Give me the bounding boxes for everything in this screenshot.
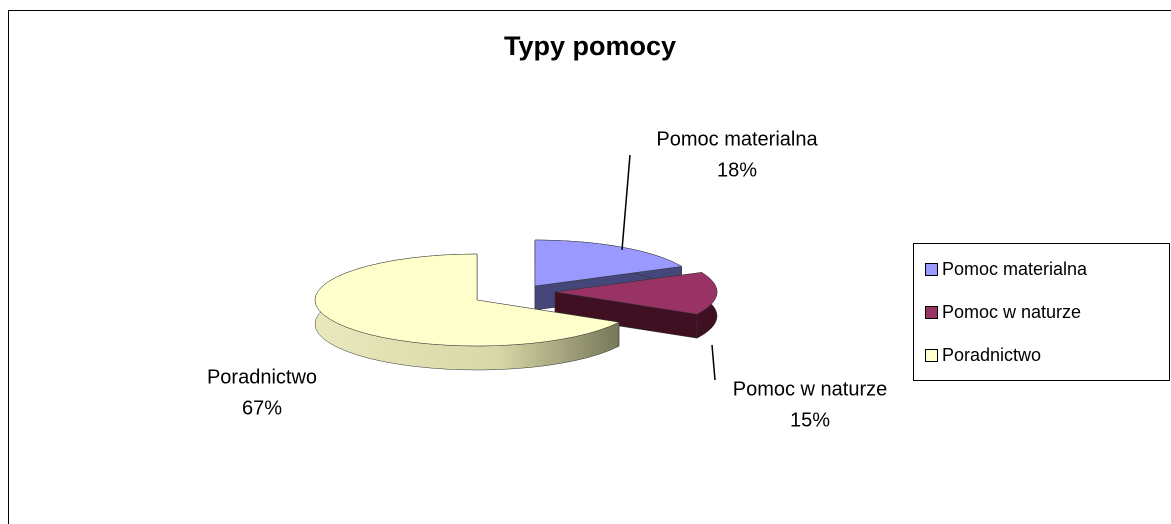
- slice: [314, 253, 620, 347]
- data-label-name: Pomoc w naturze: [733, 378, 888, 400]
- data-label-name: Poradnictwo: [207, 366, 317, 388]
- legend-label: Poradnictwo: [942, 345, 1041, 365]
- legend-label: Pomoc materialna: [942, 259, 1088, 279]
- legend-swatch: [925, 306, 938, 319]
- slice: [554, 272, 718, 315]
- legend-label: Pomoc w naturze: [942, 302, 1081, 322]
- data-label-value: 67%: [242, 397, 282, 419]
- pie: [314, 239, 718, 371]
- legend-swatch: [925, 263, 938, 276]
- chart-title: Typy pomocy: [504, 31, 676, 61]
- leader-line: [621, 154, 631, 251]
- legend-box: [913, 243, 1170, 381]
- leader-line: [711, 344, 716, 381]
- data-label-name: Pomoc materialna: [656, 128, 818, 150]
- data-label-value: 18%: [717, 159, 757, 181]
- legend-swatch: [925, 349, 938, 362]
- data-label-value: 15%: [790, 409, 830, 431]
